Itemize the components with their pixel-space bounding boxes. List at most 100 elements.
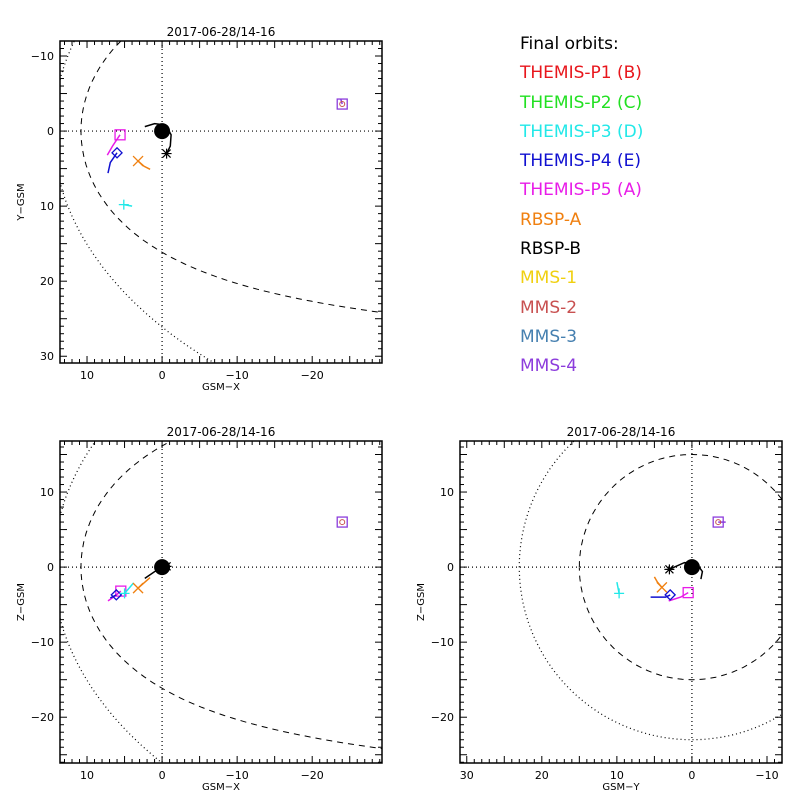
legend-item: RBSP-B [520, 239, 582, 260]
spacecraft-rbsp-a [653, 576, 668, 593]
asterisk-marker [161, 561, 172, 572]
x-tick-label: −20 [301, 769, 324, 782]
orbit-trail [650, 594, 671, 598]
square-marker [712, 516, 724, 528]
spacecraft-themis-p3-d- [118, 199, 133, 210]
diamond-marker [111, 146, 123, 159]
spacecraft-mms-1-4- [336, 98, 348, 110]
orbit-trail [669, 561, 704, 580]
y-tick-label: 20 [40, 275, 54, 288]
y-tick-label: 0 [47, 561, 54, 574]
y-tick-label: −20 [431, 711, 454, 724]
orbit-trail [106, 134, 121, 156]
mms-cluster-marker [339, 519, 346, 526]
legend-item: THEMIS-P2 (C) [520, 92, 643, 113]
y-tick-label: 10 [440, 486, 454, 499]
plot-title: 2017-06-28/14-16 [167, 25, 276, 39]
magnetopause-boundary [80, 41, 382, 314]
plot-title: 2017-06-28/14-16 [167, 425, 276, 439]
bow-shock-boundary [60, 441, 164, 763]
spacecraft-rbsp-b [664, 561, 704, 580]
y-tick-label: −20 [31, 711, 54, 724]
plot-area [460, 441, 782, 763]
x-tick-label: −10 [755, 769, 778, 782]
y-tick-label: 10 [40, 200, 54, 213]
spacecraft-themis-p5-a- [668, 586, 694, 602]
spacecraft-themis-p3-d- [614, 581, 625, 599]
y-tick-label: 0 [447, 561, 454, 574]
x-tick-label: −10 [226, 369, 249, 382]
legend-item: MMS-4 [520, 356, 578, 377]
y-tick-label: 0 [47, 125, 54, 138]
legend-title: Final orbits: [520, 34, 619, 54]
x-tick-label: 10 [610, 769, 624, 782]
legend-item: THEMIS-P4 (E) [520, 151, 641, 172]
x-marker [132, 582, 144, 594]
x-tick-label: 10 [80, 769, 94, 782]
y-tick-label: −10 [431, 636, 454, 649]
x-tick-label: 20 [535, 769, 549, 782]
x-axis-label: GSM−X [202, 782, 240, 793]
legend-item: THEMIS-P3 (D) [520, 121, 644, 142]
y-axis-label: Z−GSM [416, 583, 427, 621]
bow-shock-boundary [518, 441, 782, 741]
spacecraft-rbsp-b [144, 561, 172, 580]
legend-item: MMS-3 [520, 326, 578, 347]
spacecraft-mms-1-4- [712, 516, 726, 528]
y-tick-label: 10 [40, 486, 54, 499]
spacecraft-themis-p4-e- [650, 588, 677, 601]
spacecraft-rbsp-a [132, 577, 151, 594]
x-tick-label: −10 [226, 769, 249, 782]
legend-item: THEMIS-P1 (B) [520, 63, 642, 84]
mms-cluster-marker [339, 101, 346, 108]
plot-title: 2017-06-28/14-16 [567, 425, 676, 439]
plot-frame [59, 440, 383, 764]
earth-icon [683, 559, 700, 576]
plot-panel-3: 30 20 10 0 −10 10 0 −10 −20 2017-06-28/14-16 GSM−Y… [416, 425, 783, 793]
plot-panel-1: 10 0 −10 −20 −10 0 10 20 30 2017-06-28/14-16 GSM−X… [16, 25, 383, 393]
spacecraft-rbsp-a [132, 155, 151, 170]
x-tick-label: 10 [80, 369, 94, 382]
legend: Final orbits: THEMIS-P1 (B) THEMIS-P2 (C)… [520, 30, 643, 382]
plot-frame [459, 440, 783, 764]
bow-shock-boundary [60, 41, 216, 363]
plot-area [60, 41, 382, 363]
square-marker [114, 129, 126, 141]
plus-marker [614, 588, 625, 599]
square-marker [682, 586, 694, 599]
x-tick-label: 0 [159, 369, 166, 382]
plus-marker [118, 199, 129, 210]
x-marker [656, 581, 668, 593]
x-tick-label: 0 [159, 769, 166, 782]
x-tick-label: −20 [301, 369, 324, 382]
square-marker [336, 516, 348, 528]
plus-marker [119, 588, 130, 599]
spacecraft-mms-1-4- [336, 516, 348, 528]
y-tick-label: 30 [40, 350, 54, 363]
y-axis-label: Y−GSM [16, 183, 27, 221]
magnetopause-boundary [80, 441, 382, 750]
square-marker [336, 98, 348, 110]
asterisk-marker [664, 564, 675, 575]
legend-item: MMS-1 [520, 268, 578, 289]
plot-panel-2: 10 0 −10 −20 10 0 −10 −20 2017-06-28/14-16 GSM−X Z… [16, 425, 383, 793]
asterisk-marker [161, 148, 172, 159]
y-tick-label: −10 [31, 50, 54, 63]
spacecraft-themis-p4-e- [107, 146, 123, 174]
orbit-trail [144, 122, 172, 154]
y-tick-label: −10 [31, 636, 54, 649]
plot-area [60, 441, 382, 763]
legend-item: MMS-2 [520, 297, 578, 318]
x-tick-label: 30 [460, 769, 474, 782]
x-axis-label: GSM−X [202, 382, 240, 393]
y-axis-label: Z−GSM [16, 583, 27, 621]
spacecraft-themis-p5-a- [106, 129, 126, 156]
mms-cluster-marker [715, 519, 722, 526]
spacecraft-rbsp-b [144, 122, 172, 159]
plot-frame [59, 40, 383, 364]
x-tick-label: 0 [688, 769, 695, 782]
orbit-trail [144, 565, 167, 580]
diamond-marker [664, 588, 677, 601]
legend-item: RBSP-A [520, 209, 582, 230]
